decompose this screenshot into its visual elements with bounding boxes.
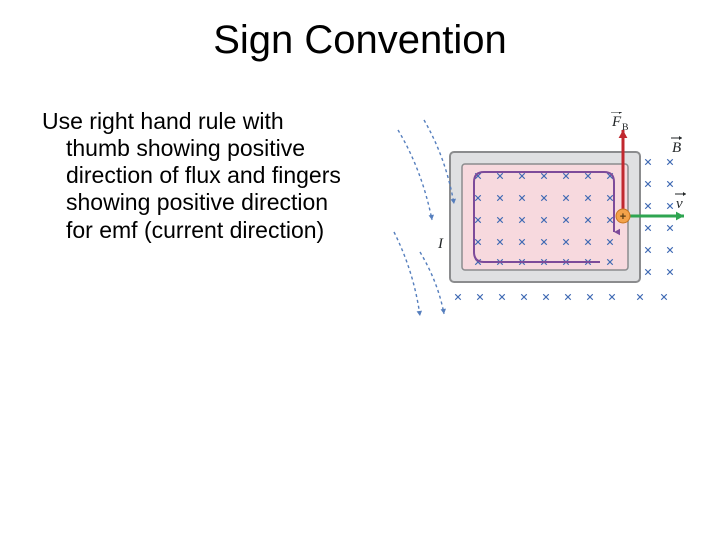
svg-text:v: v [676,196,683,212]
svg-text:I: I [437,236,444,252]
slide-title: Sign Convention [0,18,720,63]
svg-text:B: B [672,140,681,156]
svg-text:+: + [620,211,626,223]
physics-figure: +IFBvB [380,112,690,322]
body-paragraph: Use right hand rule with thumb showing p… [42,108,342,244]
svg-text:B: B [622,122,629,133]
svg-text:F: F [611,114,622,130]
slide-body: Use right hand rule with thumb showing p… [42,108,342,244]
